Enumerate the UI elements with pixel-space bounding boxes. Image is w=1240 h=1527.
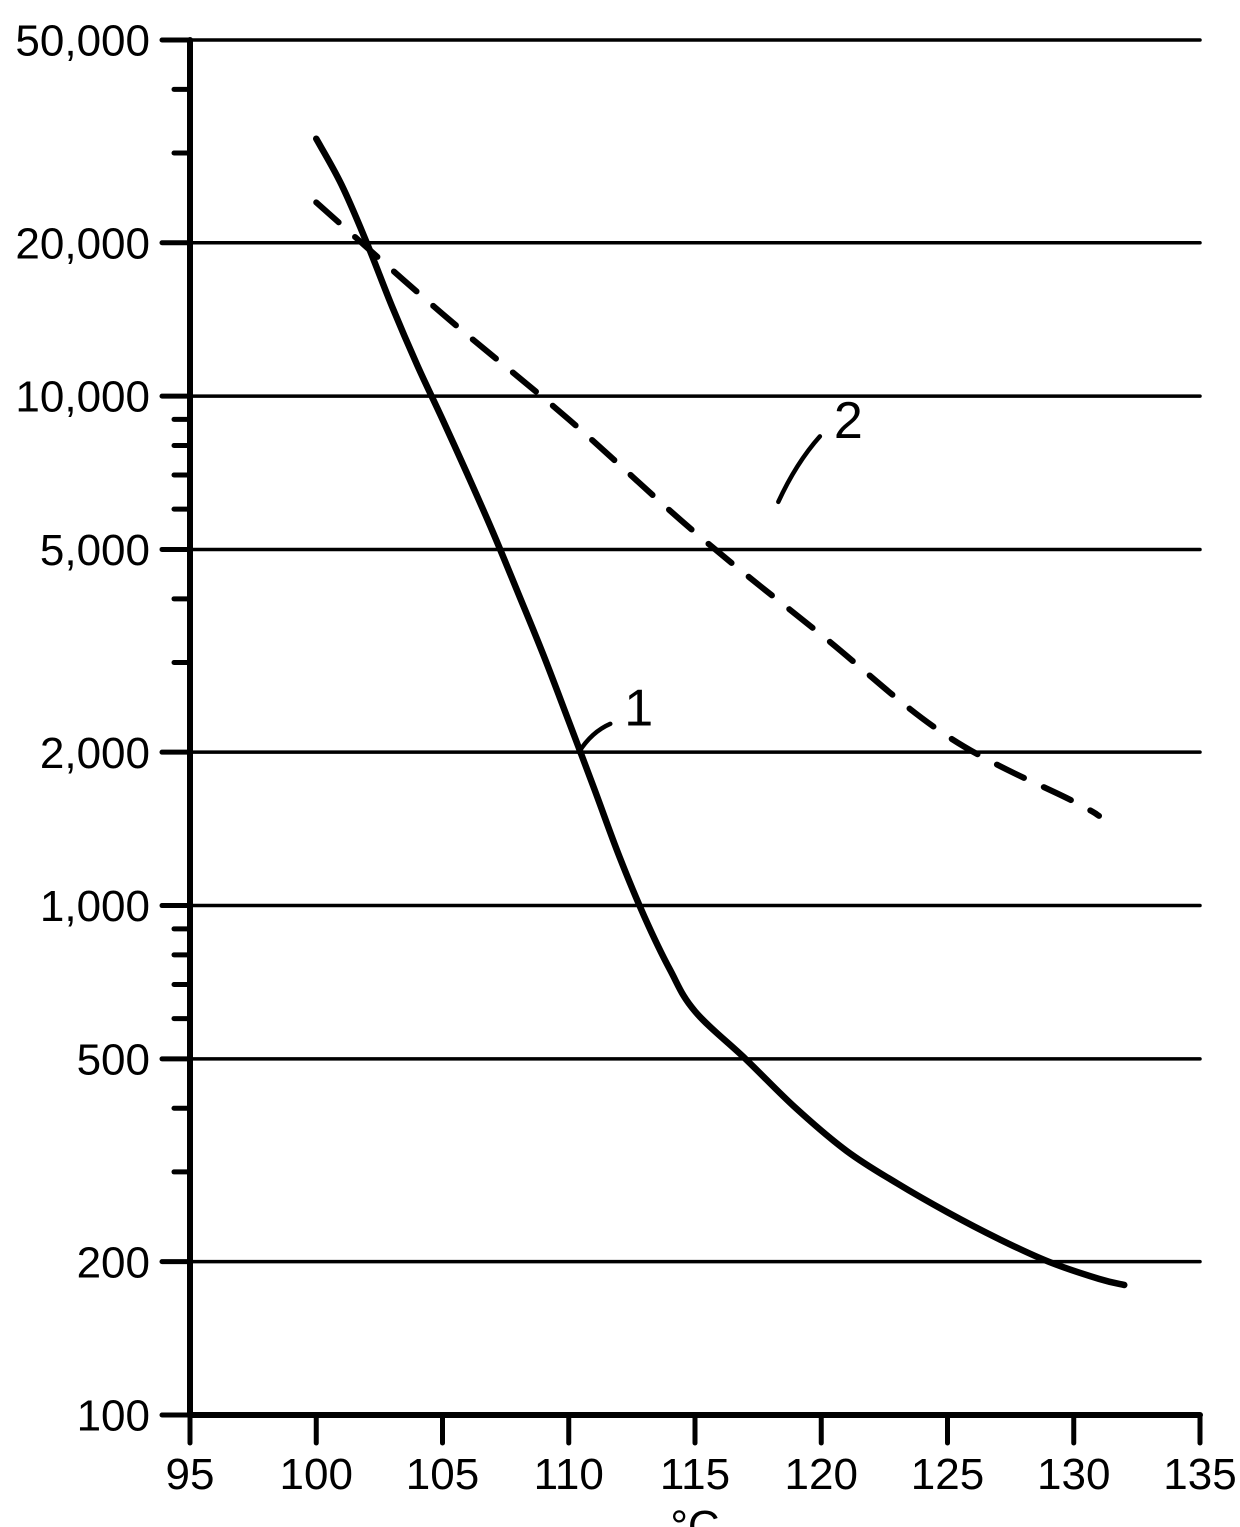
x-tick-label: 95 [166,1450,215,1499]
y-tick-label: 1,000 [40,882,150,931]
x-tick-label: 100 [280,1450,353,1499]
y-tick-label: 100 [77,1392,150,1441]
y-tick-label: 20,000 [15,219,150,268]
y-tick-label: 10,000 [15,373,150,422]
x-tick-label: 125 [911,1450,984,1499]
y-tick-label: 500 [77,1036,150,1085]
annotation-leader-2 [778,436,820,501]
x-axis-label: °C [670,1502,719,1527]
y-tick-label: 200 [77,1238,150,1287]
y-tick-label: 50,000 [15,17,150,66]
chart-container: 100 200 500 1,000 2,000 5,000 10,000 20,000 50,0… [0,0,1240,1527]
x-tick-label: 135 [1163,1450,1236,1499]
x-tick-label: 120 [785,1450,858,1499]
series-line-2 [316,202,1099,815]
y-tick-label: 2,000 [40,729,150,778]
y-tick-label: 5,000 [40,526,150,575]
series-annotation-1: 1 [624,680,653,738]
x-tick-label: 115 [660,1450,730,1499]
series-annotation-2: 2 [834,392,863,450]
x-tick-label: 110 [534,1450,604,1499]
chart-svg: 100 200 500 1,000 2,000 5,000 10,000 20,000 50,0… [0,0,1240,1527]
x-tick-label: 105 [406,1450,479,1499]
x-tick-label: 130 [1037,1450,1110,1499]
annotation-leader-1 [579,724,610,752]
